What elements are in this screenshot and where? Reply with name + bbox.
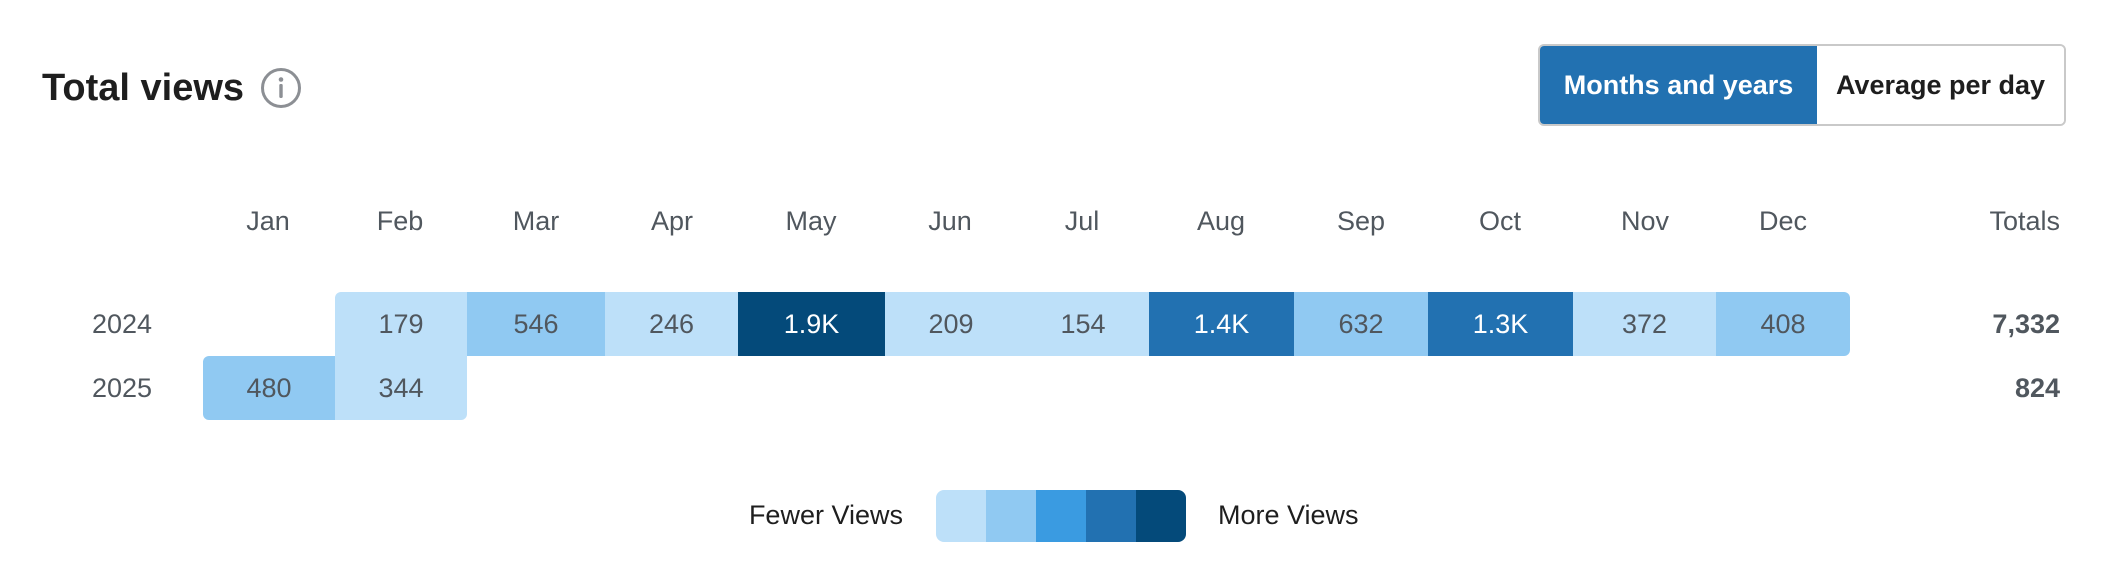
heatmap-cell[interactable]: 1.9K <box>738 292 885 356</box>
month-header-feb: Feb <box>376 206 424 236</box>
month-header-dec: Dec <box>1758 206 1808 236</box>
year-label-2024: 2024 <box>92 309 153 339</box>
heatmap-cell[interactable]: 408 <box>1716 292 1850 356</box>
heatmap-cell[interactable]: 154 <box>1017 292 1149 356</box>
average-per-day-button[interactable]: Average per day <box>1817 46 2064 124</box>
heatmap-cell[interactable]: 632 <box>1294 292 1428 356</box>
heatmap-cell[interactable]: 1.4K <box>1149 292 1294 356</box>
row-total-2024: 7,332 <box>1992 309 2060 339</box>
legend-more-label: More Views <box>1218 500 1359 530</box>
info-icon[interactable] <box>260 67 302 109</box>
view-mode-toggle: Months and years Average per day <box>1538 44 2066 126</box>
month-header-jul: Jul <box>1064 206 1100 236</box>
page-title: Total views <box>42 67 245 109</box>
month-header-jan: Jan <box>246 206 290 236</box>
month-header-sep: Sep <box>1336 206 1386 236</box>
month-header-aug: Aug <box>1196 206 1246 236</box>
heatmap-cell[interactable]: 480 <box>203 356 335 420</box>
heatmap-cell[interactable]: 344 <box>335 356 467 420</box>
month-header-mar: Mar <box>512 206 560 236</box>
month-header-oct: Oct <box>1478 206 1522 236</box>
legend-swatch <box>1036 490 1086 542</box>
legend-swatch <box>1086 490 1136 542</box>
legend-swatch <box>1136 490 1186 542</box>
heatmap-cell[interactable]: 546 <box>467 292 605 356</box>
months-and-years-button[interactable]: Months and years <box>1540 46 1817 124</box>
totals-header: Totals <box>1989 206 2060 236</box>
month-header-nov: Nov <box>1620 206 1670 236</box>
heatmap-cell[interactable]: 372 <box>1573 292 1716 356</box>
heatmap-cell[interactable]: 179 <box>335 292 467 356</box>
legend-swatch <box>936 490 986 542</box>
legend-color-scale <box>936 490 1186 542</box>
legend-fewer-label: Fewer Views <box>748 500 903 530</box>
month-header-may: May <box>785 206 837 236</box>
color-legend: Fewer Views More Views <box>0 490 2113 542</box>
heatmap-cell[interactable]: 1.3K <box>1428 292 1573 356</box>
year-label-2025: 2025 <box>92 373 153 403</box>
month-header-jun: Jun <box>928 206 972 236</box>
row-total-2025: 824 <box>2014 373 2060 403</box>
heatmap-cell[interactable]: 246 <box>605 292 738 356</box>
heatmap-cell[interactable]: 209 <box>885 292 1017 356</box>
month-header-apr: Apr <box>650 206 694 236</box>
legend-swatch <box>986 490 1036 542</box>
